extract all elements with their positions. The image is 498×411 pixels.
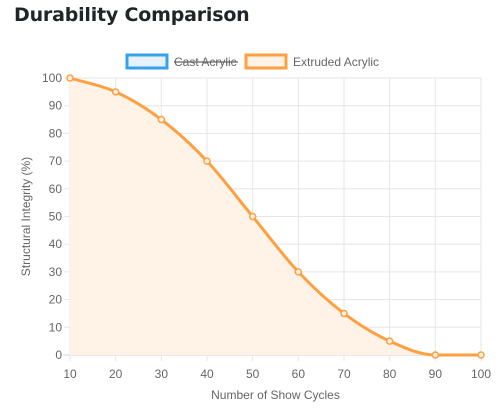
y-tick-label: 80 xyxy=(49,126,63,140)
x-tick-label: 80 xyxy=(383,367,397,381)
y-tick-label: 70 xyxy=(49,154,63,168)
y-tick-label: 20 xyxy=(49,293,63,307)
legend-label-extruded-acrylic: Extruded Acrylic xyxy=(293,55,379,69)
x-tick-label: 100 xyxy=(471,367,491,381)
data-point xyxy=(157,115,166,124)
data-point xyxy=(248,212,257,221)
data-point xyxy=(294,268,303,276)
legend: Cast Acrylic Extruded Acrylic xyxy=(125,53,379,70)
legend-item-cast-acrylic[interactable]: Cast Acrylic xyxy=(125,53,238,70)
x-tick-label: 60 xyxy=(292,367,306,381)
data-point xyxy=(477,351,485,359)
data-point xyxy=(431,351,440,359)
y-axis-ticks: 0 10 20 30 40 50 60 70 80 90 100 xyxy=(42,71,62,362)
x-axis-title: Number of Show Cycles xyxy=(211,388,340,402)
legend-swatch-cast-acrylic xyxy=(125,53,169,70)
y-axis-title: Structural Integrity (%) xyxy=(19,157,33,276)
x-tick-label: 10 xyxy=(63,367,77,381)
series-line-layer xyxy=(69,76,481,357)
x-axis-ticks: 10 20 30 40 50 60 70 80 90 100 xyxy=(63,367,491,381)
page-title: Durability Comparison xyxy=(14,4,250,26)
x-tick-label: 90 xyxy=(429,367,443,381)
x-tick-label: 30 xyxy=(155,367,169,381)
y-tick-label: 50 xyxy=(49,210,63,224)
data-point xyxy=(203,157,211,165)
y-tick-label: 60 xyxy=(49,182,63,196)
x-tick-label: 40 xyxy=(200,367,214,381)
data-point xyxy=(385,337,394,345)
series-line xyxy=(69,76,481,357)
data-point xyxy=(66,74,74,82)
data-points xyxy=(66,74,485,359)
x-tick-label: 70 xyxy=(337,367,351,381)
y-tick-label: 10 xyxy=(49,320,63,334)
y-tick-label: 0 xyxy=(55,348,62,362)
legend-item-extruded-acrylic[interactable]: Extruded Acrylic xyxy=(244,53,379,70)
x-tick-label: 20 xyxy=(109,367,123,381)
area-fill-layer xyxy=(70,78,481,355)
legend-swatch-extruded-acrylic xyxy=(244,53,288,70)
series-area-fill xyxy=(70,78,481,355)
x-tick-label: 50 xyxy=(246,367,260,381)
y-tick-label: 30 xyxy=(49,265,63,279)
data-point xyxy=(340,309,348,318)
y-tick-label: 100 xyxy=(42,71,62,85)
y-tick-label: 90 xyxy=(49,99,63,113)
data-point xyxy=(111,88,120,96)
y-tick-label: 40 xyxy=(49,237,63,251)
